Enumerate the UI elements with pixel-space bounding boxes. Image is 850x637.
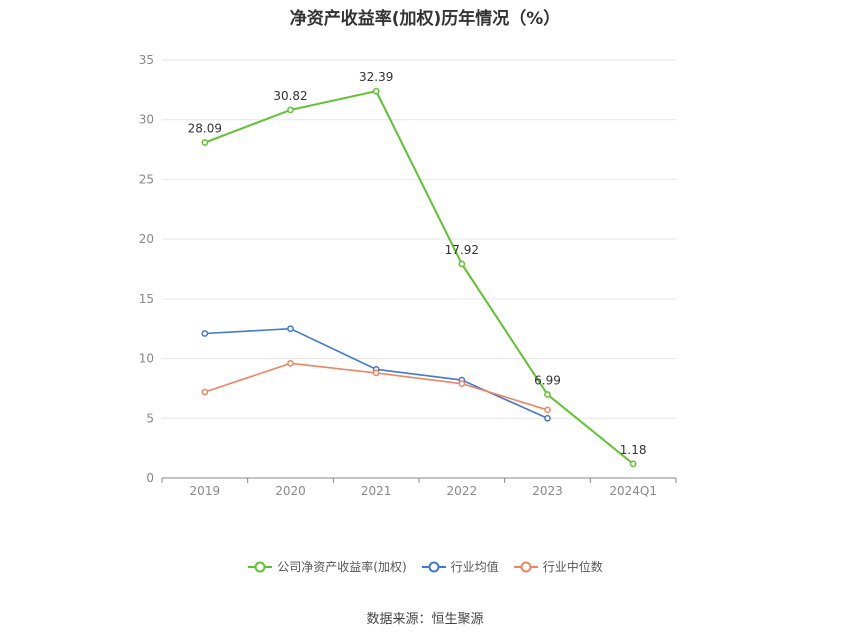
data-point xyxy=(201,139,209,146)
legend: 公司净资产收益率(加权) 行业均值 行业中位数 xyxy=(0,558,850,575)
data-point xyxy=(287,359,294,367)
data-point xyxy=(287,325,294,333)
legend-swatch-icon xyxy=(513,561,538,572)
y-tick-label: 5 xyxy=(146,411,154,425)
data-label: 6.99 xyxy=(534,374,561,388)
data-label: 28.09 xyxy=(188,122,222,136)
data-point xyxy=(372,369,380,377)
data-point xyxy=(544,391,551,398)
legend-item[interactable]: 公司净资产收益率(加权) xyxy=(247,558,407,575)
data-point xyxy=(201,330,209,337)
axes: 0 5 10 15 20 25 30 35 2019 2020 2021 2022 2023 2024Q1 xyxy=(139,53,677,498)
source-note: 数据来源：恒生聚源 xyxy=(366,612,484,627)
y-tick-label: 10 xyxy=(139,352,154,366)
y-tick-label: 35 xyxy=(139,53,154,67)
data-point xyxy=(372,87,380,95)
data-label: 32.39 xyxy=(359,70,393,84)
legend-label: 行业均值 xyxy=(450,560,499,574)
series-line xyxy=(204,90,634,465)
y-tick-label: 20 xyxy=(139,232,154,246)
y-tick-label: 15 xyxy=(139,292,154,306)
x-tick-label: 2021 xyxy=(361,484,392,498)
x-tick-label: 2024Q1 xyxy=(609,484,657,498)
x-tick-label: 2020 xyxy=(275,484,306,498)
legend-label: 行业中位数 xyxy=(542,560,603,574)
chart-title: 净资产收益率(加权)历年情况（%） xyxy=(289,9,561,29)
x-tick-label: 2023 xyxy=(532,484,563,498)
data-point xyxy=(629,460,637,468)
data-point xyxy=(287,106,294,114)
data-label: 30.82 xyxy=(273,89,307,103)
y-tick-label: 0 xyxy=(146,471,154,485)
legend-item[interactable]: 行业均值 xyxy=(421,558,499,575)
data-labels: 28.09 30.82 32.39 17.92 6.99 1.18 xyxy=(188,70,647,457)
series-lines xyxy=(201,87,637,468)
data-label: 1.18 xyxy=(620,443,647,457)
x-tick-label: 2022 xyxy=(447,484,478,498)
legend-item[interactable]: 行业中位数 xyxy=(513,558,603,575)
x-tick-label: 2019 xyxy=(190,484,221,498)
y-tick-label: 30 xyxy=(139,113,154,127)
legend-swatch-icon xyxy=(421,561,446,572)
data-point xyxy=(544,414,551,422)
data-point xyxy=(458,380,466,388)
grid-lines xyxy=(162,59,676,419)
data-point xyxy=(201,388,209,396)
legend-label: 公司净资产收益率(加权) xyxy=(277,560,407,574)
y-tick-label: 25 xyxy=(139,172,154,186)
data-label: 17.92 xyxy=(445,243,479,257)
data-point xyxy=(458,260,466,268)
legend-swatch-icon xyxy=(248,561,273,572)
data-point xyxy=(544,406,551,414)
